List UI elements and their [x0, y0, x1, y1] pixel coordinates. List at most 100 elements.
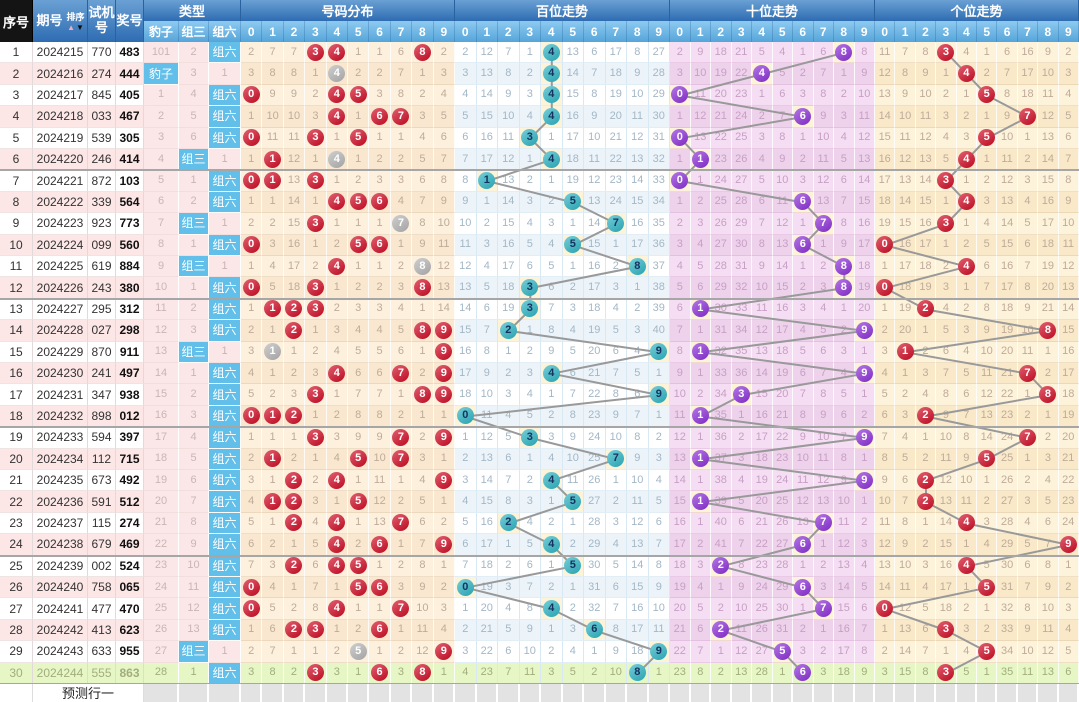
miss-count-cell: 12 [813, 470, 834, 492]
ball-cell: 6 [369, 534, 391, 556]
miss-count-cell: 15 [895, 213, 916, 235]
type-hit-cell: 组三 [179, 256, 209, 278]
ball-cell: 0 [670, 84, 691, 107]
ball-cell: 8 [412, 320, 434, 342]
type-miss-cell: 23 [144, 555, 179, 577]
miss-count-cell: 2 [752, 106, 773, 128]
miss-count-cell: 23 [997, 405, 1018, 428]
miss-count-cell: 2 [977, 491, 998, 513]
type-miss-cell: 15 [144, 384, 179, 406]
period-cell: 2024228 [33, 320, 88, 342]
ball-cell: 1 [690, 448, 711, 470]
seq-cell: 2 [0, 63, 33, 85]
miss-count-cell: 9 [519, 619, 541, 642]
miss-count-cell: 35 [711, 405, 732, 428]
miss-count-cell: 2 [519, 63, 541, 85]
type-hit-cell: 组六 [209, 127, 241, 149]
miss-count-cell: 30 [584, 555, 606, 577]
miss-count-cell: 19 [711, 63, 732, 85]
miss-count-cell: 1 [875, 619, 896, 642]
prize-ball: 1 [264, 493, 282, 511]
ball-cell: 1 [262, 149, 284, 171]
miss-count-cell: 18 [1017, 84, 1039, 107]
miss-count-cell: 12 [997, 170, 1018, 192]
footer-empty-cell [1038, 684, 1059, 702]
miss-count-cell: 10 [1017, 641, 1039, 663]
miss-count-cell: 4 [412, 470, 434, 492]
tens-ball: 2 [712, 621, 730, 639]
miss-count-cell: 13 [772, 234, 793, 256]
prize-ball: 9 [435, 364, 453, 382]
miss-count-cell: 6 [956, 384, 977, 406]
miss-count-cell: 3 [627, 320, 649, 342]
ball-cell: 7 [390, 512, 413, 535]
miss-count-cell: 15 [455, 320, 477, 342]
seq-column-header: 序号 [0, 0, 33, 42]
period-cell: 2024230 [33, 363, 88, 385]
prize-ball: 3 [306, 386, 324, 404]
miss-count-cell: 4 [1017, 191, 1039, 214]
sort-desc-icon[interactable]: ▼ [75, 23, 84, 32]
type-miss-cell: 18 [144, 448, 179, 470]
type-hit-cell: 组六 [209, 277, 241, 299]
miss-count-cell: 5 [519, 405, 541, 428]
miss-count-cell: 16 [476, 512, 498, 535]
miss-count-cell: 1 [915, 320, 937, 342]
seq-cell: 30 [0, 662, 33, 684]
miss-count-cell: 12 [875, 534, 896, 556]
miss-count-cell: 41 [711, 534, 732, 556]
miss-count-cell: 32 [997, 598, 1018, 620]
miss-count-cell: 14 [627, 555, 649, 577]
sort-label: 排序 [66, 12, 85, 22]
prize-ball: 3 [306, 214, 324, 232]
miss-count-cell: 6 [752, 191, 773, 214]
miss-count-cell: 13 [562, 42, 584, 64]
prize-number-cell: 414 [116, 149, 144, 171]
miss-count-cell: 2 [793, 619, 814, 642]
miss-count-cell: 7 [670, 320, 691, 342]
miss-count-cell: 31 [648, 127, 670, 149]
digit-col-header: 1 [476, 21, 498, 42]
miss-count-cell: 4 [433, 84, 455, 107]
miss-count-cell: 8 [627, 427, 649, 449]
ball-cell: 7 [605, 213, 627, 235]
miss-count-cell: 2 [283, 662, 306, 684]
type-hit-cell: 组六 [209, 662, 241, 684]
miss-count-cell: 2 [369, 149, 391, 171]
miss-count-cell: 4 [605, 534, 627, 556]
miss-count-cell: 5 [562, 341, 584, 363]
miss-count-cell: 1 [305, 405, 327, 428]
prize-number-cell: 492 [116, 470, 144, 492]
footer-empty-cell [752, 684, 773, 702]
test-number-cell: 872 [88, 170, 116, 192]
type-miss-cell: 101 [144, 42, 179, 64]
miss-count-cell: 27 [772, 534, 793, 556]
miss-count-cell: 7 [956, 405, 977, 428]
miss-count-cell: 7 [369, 384, 391, 406]
miss-count-cell: 22 [670, 641, 691, 663]
miss-count-cell: 9 [1038, 577, 1059, 599]
miss-count-cell: 1 [369, 127, 391, 149]
miss-count-cell: 11 [956, 491, 977, 513]
type-miss-cell: 7 [179, 491, 209, 513]
miss-count-cell: 13 [752, 341, 773, 363]
ball-cell: 8 [412, 662, 434, 684]
prize-number-cell: 469 [116, 534, 144, 556]
miss-count-cell: 12 [813, 170, 834, 192]
miss-count-cell: 2 [711, 598, 732, 620]
units-ball: 7 [1018, 428, 1036, 446]
miss-count-cell: 17 [562, 127, 584, 149]
miss-count-cell: 1 [936, 641, 957, 663]
sort-asc-icon[interactable]: ▲ [67, 23, 75, 32]
type-miss-cell: 1 [209, 149, 241, 171]
miss-count-cell: 5 [752, 42, 773, 64]
type-miss-cell: 5 [179, 448, 209, 470]
miss-count-cell: 17 [895, 256, 916, 278]
miss-count-cell: 2 [834, 84, 855, 107]
miss-count-cell: 4 [519, 512, 541, 535]
repeat-ball: 5 [349, 642, 367, 660]
tens-ball: 9 [855, 471, 873, 489]
miss-count-cell: 19 [772, 363, 793, 385]
miss-count-cell: 11 [476, 405, 498, 428]
miss-count-cell: 2 [956, 106, 977, 128]
